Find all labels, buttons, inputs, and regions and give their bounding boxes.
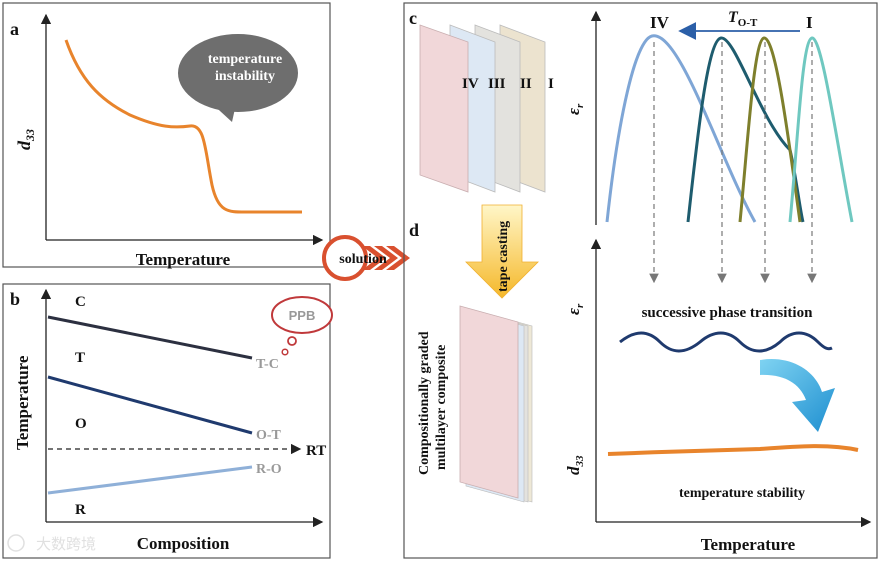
peak-i-curve [788,36,854,223]
panel-d-letter: d [409,220,419,240]
panel-c-layers: c IV III II I [409,8,554,193]
tape-casting-arrow [465,204,539,299]
layer-iv-sheet [419,24,469,193]
solution-label: solution [339,252,387,267]
panel-a-ylabel: d33 [14,129,37,150]
watermark-text: 大数跨境 [36,535,96,553]
temperature-instability-bubble: temperature instability [178,34,298,122]
phase-o-label: O [75,416,87,432]
ro-boundary-line [47,465,253,495]
panel-b-xlabel: Composition [137,534,230,553]
ot-boundary-label: O-T [256,428,282,443]
layer-label-iii: III [488,76,506,92]
tc-boundary-label: T-C [256,357,279,372]
panel-c-letter: c [409,8,417,28]
d33-instability-curve [64,39,302,214]
peak-i-label: I [806,13,813,32]
ot-boundary-line [47,375,253,435]
temperature-stability-label: temperature stability [679,486,805,501]
panel-b-frame [2,283,331,559]
solution-ring [322,235,368,281]
watermark: 大数跨境 [7,534,96,553]
composite-label-line-1: Compositionally graded [417,331,432,475]
tc-boundary-line [47,315,253,360]
panel-b: b Temperature Composition C T O R T-C O-… [2,283,333,559]
ppb-thought-bubble: PPB [271,296,333,356]
panel-a-letter: a [10,19,19,39]
d33-lower-label: d33 [564,455,586,475]
composite-label-line-2: multilayer composite [434,345,449,470]
peak-ii-curve [738,36,802,223]
panel-b-letter: b [10,289,20,309]
right-panel-frame [403,2,878,559]
t-ot-label: TO-T [728,9,758,29]
phase-r-label: R [75,502,86,518]
peak-iv-curve [605,34,757,223]
panel-a-xlabel: Temperature [136,250,231,269]
layer-label-iv: IV [462,76,479,92]
solution-connector: solution [322,235,410,281]
successive-transition-label: successive phase transition [642,305,813,321]
phase-c-label: C [75,294,86,310]
tape-casting-label: tape casting [496,221,511,292]
watermark-logo-icon [7,534,25,552]
peak-iv-label: IV [650,13,670,32]
right-plots: εr εr d33 Temperature IV I TO-T successi… [564,9,872,554]
multilayer-composite-block [459,305,533,503]
layer-label-i: I [548,76,554,92]
d33-stable-curve [607,444,859,456]
ppb-label: PPB [289,308,316,323]
phase-t-label: T [75,350,85,366]
eps-top-label: εr [564,103,586,115]
panel-a-frame [2,2,331,268]
bubble-line-1: temperature [208,52,282,67]
eps-lower-label: εr [564,303,586,315]
ro-boundary-label: R-O [256,462,282,477]
improvement-curved-arrow [760,359,835,432]
bubble-line-2: instability [215,69,275,84]
panel-a: a d33 Temperature temperature instabilit… [2,2,331,269]
panel-b-ylabel: Temperature [13,355,32,450]
wavy-permittivity-curve [619,331,833,353]
right-xlabel: Temperature [701,535,796,554]
panel-d: d tape casting Compositionally graded mu… [409,204,539,503]
rt-label: RT [306,443,326,459]
layer-label-ii: II [520,76,532,92]
